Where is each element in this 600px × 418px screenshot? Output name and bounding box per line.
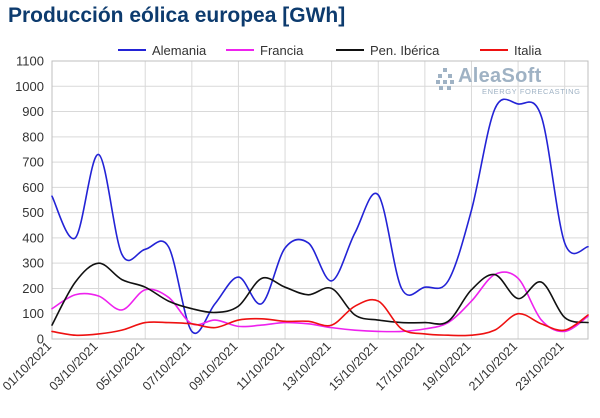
x-tick-label: 21/10/2021: [466, 339, 520, 393]
grid-lines: [51, 60, 589, 340]
series-line-pen-iberica: [51, 262, 589, 326]
x-tick-label: 05/10/2021: [93, 339, 147, 393]
legend-label-francia: Francia: [260, 42, 304, 58]
legend-label-italia: Italia: [514, 42, 542, 58]
plot-frame: [51, 60, 589, 340]
legend-label-pen-iberica: Pen. Ibérica: [370, 42, 440, 58]
legend-swatch-francia: [226, 49, 254, 51]
legend-swatch-alemania: [118, 49, 146, 51]
logo-name: AleaSoft: [458, 65, 542, 87]
y-tick-label: 500: [22, 205, 44, 220]
x-tick-label: 15/10/2021: [326, 339, 380, 393]
legend-item-alemania: Alemania: [118, 40, 206, 60]
x-tick-label: 11/10/2021: [234, 339, 288, 393]
y-tick-label: 600: [22, 180, 44, 195]
y-axis-ticks: 0 100 200 300 400 500 600 700 800 900 1000 1100: [15, 54, 44, 347]
series-line-alemania: [51, 98, 589, 335]
legend-swatch-italia: [480, 49, 508, 51]
x-tick-label: 07/10/2021: [140, 339, 194, 393]
x-tick-label: 23/10/2021: [513, 339, 567, 393]
legend-item-italia: Italia: [480, 40, 541, 60]
y-tick-label: 0: [37, 332, 44, 347]
y-tick-label: 1000: [15, 79, 44, 94]
y-tick-label: 800: [22, 129, 44, 144]
x-tick-label: 19/10/2021: [419, 339, 473, 393]
series-lines: [51, 98, 589, 337]
x-tick-label: 13/10/2021: [280, 339, 334, 393]
legend-item-pen-iberica: Pen. Ibérica: [336, 40, 439, 60]
y-tick-label: 900: [22, 104, 44, 119]
series-line-italia: [51, 298, 589, 337]
y-tick-label: 400: [22, 230, 44, 245]
series-line-francia: [51, 271, 589, 333]
x-tick-label: 17/10/2021: [373, 339, 427, 393]
legend-swatch-pen-iberica: [336, 49, 364, 51]
y-tick-label: 300: [22, 256, 44, 271]
x-axis-ticks: 01/10/202103/10/202105/10/202107/10/2021…: [0, 339, 567, 393]
legend: Alemania Francia Pen. Ibérica Italia: [0, 40, 600, 60]
logo-tagline: ENERGY FORECASTING: [482, 87, 581, 96]
chart-title: Producción eólica europea [GWh]: [8, 4, 346, 27]
logo-mark-icon: [436, 68, 454, 90]
y-tick-label: 1100: [16, 54, 44, 69]
legend-label-alemania: Alemania: [152, 42, 207, 58]
x-tick-label: 01/10/2021: [0, 339, 54, 393]
x-tick-label: 03/10/2021: [47, 339, 101, 393]
x-tick-label: 09/10/2021: [186, 339, 240, 393]
y-tick-label: 700: [22, 155, 44, 170]
legend-item-francia: Francia: [226, 40, 303, 60]
y-tick-label: 200: [22, 281, 44, 296]
aleasoft-logo: AleaSoft ENERGY FORECASTING: [436, 65, 586, 98]
y-tick-label: 100: [22, 306, 44, 321]
